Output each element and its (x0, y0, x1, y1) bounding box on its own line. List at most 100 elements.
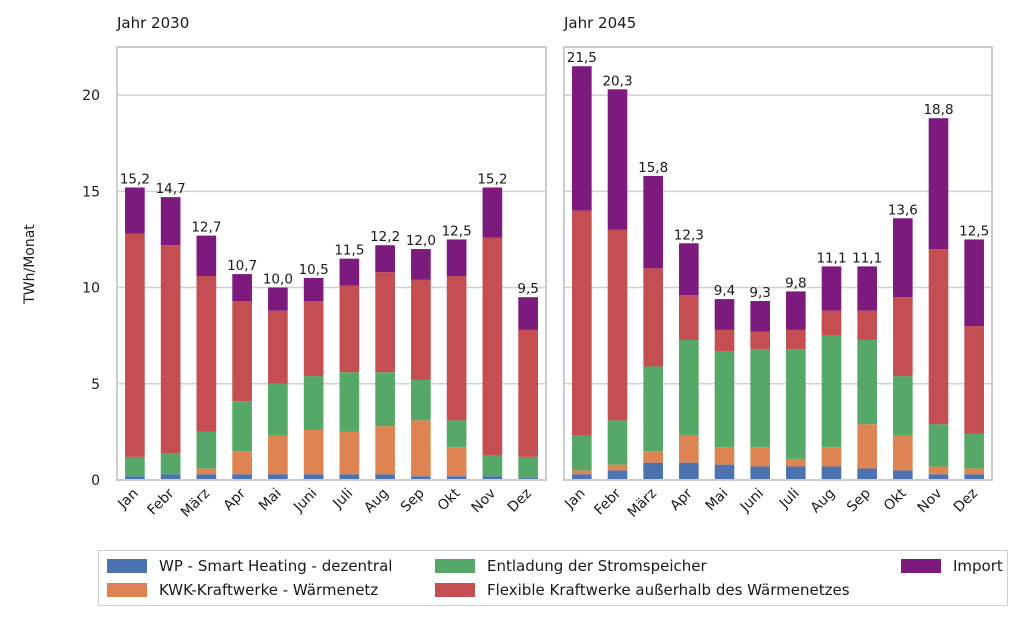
panel-1-x-tick-label: Jan (114, 486, 141, 513)
panel-2-bar-Apr-flexible (679, 295, 699, 340)
panel-1-bar-Juli-flexible (339, 285, 360, 373)
panel-2-bar-Sep-kwk (857, 424, 877, 469)
panel-2-bar-Sep-flexible (857, 310, 877, 340)
panel-2-bar-Okt-wp (893, 470, 913, 480)
panel-1-bar-Okt-speicher (446, 420, 467, 448)
panel-2-bar-Juli-speicher (786, 349, 806, 459)
panel-1-bar-Dez-speicher (518, 456, 538, 479)
panel-2-total-label: 11,1 (852, 250, 882, 266)
panel-2-bar-Aug-flexible (821, 310, 842, 336)
panel-1-title: Jahr 2030 (116, 14, 189, 32)
panel-2-bar-Okt-speicher (893, 376, 913, 436)
panel-2-total-label: 15,8 (638, 160, 668, 176)
panel-1-bar-Apr-kwk (232, 451, 252, 475)
panel-1-bar-Dez-import (518, 297, 538, 330)
panel-2-bar-Aug-import (821, 266, 842, 311)
panel-2-x-tick-label: Sep (844, 485, 874, 515)
panel-1-bar-Febr-wp (160, 474, 181, 480)
panel-1-bar-Apr-import (232, 274, 252, 302)
panel-2-bar-Juni-speicher (750, 349, 770, 448)
panel-2-bar-Jan-wp (572, 474, 592, 480)
panel-1-x-tick-label: Okt (435, 485, 464, 514)
panel-1-total-label: 9,5 (517, 281, 538, 297)
panel-1-total-label: 10,7 (227, 258, 257, 274)
panel-1-bar-Juni-wp (303, 474, 324, 480)
panel-2-total-label: 21,5 (567, 50, 597, 66)
panel-1-bar-Juli-speicher (339, 372, 360, 432)
panel-2-bar-Okt-import (893, 218, 913, 298)
legend-label-wp: WP - Smart Heating - dezentral (159, 557, 393, 575)
panel-2-bar-Sep-wp (857, 468, 877, 480)
panel-1-bar-Febr-speicher (160, 453, 181, 475)
panel-2-bar-Okt-flexible (893, 297, 913, 377)
panel-1-bar-Sep-flexible (411, 279, 431, 380)
panel-1-bar-Juni-kwk (303, 429, 324, 475)
panel-1-bar-Okt-kwk (446, 447, 467, 477)
panel-2-bar-Juni-import (750, 301, 770, 332)
panel-1-bar-Sep-speicher (411, 379, 431, 421)
panel-1-bar-Apr-speicher (232, 401, 252, 452)
legend-item-wp: WP - Smart Heating - dezentral (107, 557, 392, 575)
panel-2-x-tick-label: Apr (667, 485, 696, 514)
panel-2-x-tick-label: Juli (776, 486, 803, 513)
panel-2-bar-Dez-wp (964, 474, 984, 480)
panel-2-bar-Mai-flexible (714, 329, 735, 352)
panel-1-total-label: 10,5 (299, 262, 329, 278)
panel-1-bar-März-import (196, 235, 217, 277)
panel-2-bar-Febr-wp (607, 470, 628, 480)
panel-2-bar-Dez-flexible (964, 326, 984, 434)
panel-2-total-label: 20,3 (602, 73, 632, 89)
panel-2-bar-Mai-wp (714, 464, 735, 480)
panel-2-total-label: 11,1 (816, 250, 846, 266)
panel-1-bar-Mai-wp (268, 474, 288, 480)
chart-legend: WP - Smart Heating - dezentral KWK-Kraft… (98, 550, 1008, 606)
panel-2-x-tick-label: Nov (915, 486, 946, 517)
panel-2-bar-Dez-kwk (964, 468, 984, 475)
panel-2-bar-Dez-import (964, 239, 984, 327)
panel-1-bar-Aug-wp (375, 474, 395, 480)
legend-label-import: Import (953, 557, 1003, 575)
panel-2-x-tick-label: Mai (703, 486, 732, 515)
panel-2-x-tick-label: Aug (808, 486, 839, 517)
panel-1-x-tick-label: Mai (256, 486, 285, 515)
y-tick-label: 15 (82, 184, 100, 200)
legend-item-flexible: Flexible Kraftwerke außerhalb des Wärmen… (435, 581, 850, 599)
panel-1-total-label: 12,0 (406, 233, 436, 249)
panel-1-total-label: 12,2 (370, 229, 400, 245)
panel-1-total-label: 14,7 (156, 181, 186, 197)
panel-1-bar-Mai-flexible (268, 310, 288, 384)
panel-2-bar-Jan-flexible (572, 210, 592, 436)
panel-1-bar-März-flexible (196, 276, 217, 432)
panel-2-frame (563, 46, 993, 481)
panel-2-bar-Juli-import (786, 291, 806, 330)
legend-label-kwk: KWK-Kraftwerke - Wärmenetz (159, 581, 379, 599)
panel-1-bar-Juli-wp (339, 474, 360, 480)
panel-2-bar-Febr-import (607, 89, 628, 230)
panel-2-bar-März-flexible (643, 268, 663, 367)
panel-1-bar-Jan-import (125, 187, 145, 234)
panel-1-x-tick-label: Sep (398, 485, 428, 515)
panel-2-total-label: 18,8 (923, 102, 953, 118)
panel-2-x-tick-label: Okt (881, 485, 910, 514)
panel-1-bar-Apr-wp (232, 474, 252, 480)
panel-2-total-label: 13,6 (888, 202, 918, 218)
panel-1-bar-Juni-speicher (303, 376, 324, 430)
panel-2-bar-Febr-speicher (607, 420, 628, 465)
panel-2-bar-Sep-import (857, 266, 877, 311)
panel-2-bar-Jan-speicher (572, 435, 592, 471)
panel-2-bar-Nov-speicher (928, 424, 949, 467)
panel-2-bar-Mai-speicher (714, 351, 735, 448)
panel-2-bar-März-speicher (643, 366, 663, 452)
panel-1-total-label: 15,2 (120, 171, 150, 187)
panel-1-bar-Juli-import (339, 258, 360, 286)
panel-1-bar-März-kwk (196, 468, 217, 475)
panel-1-bar-März-speicher (196, 431, 217, 469)
panel-2-x-tick-label: Juni (737, 486, 767, 516)
legend-swatch-import (901, 559, 941, 573)
panel-2-bar-Juli-flexible (786, 329, 806, 350)
panel-1-x-tick-label: Apr (221, 485, 250, 514)
panel-1-bar-Okt-import (446, 239, 467, 277)
panel-1-bar-Febr-import (160, 197, 181, 246)
panel-1-x-tick-label: Juni (290, 486, 320, 516)
panel-1-total-label: 15,2 (477, 171, 507, 187)
